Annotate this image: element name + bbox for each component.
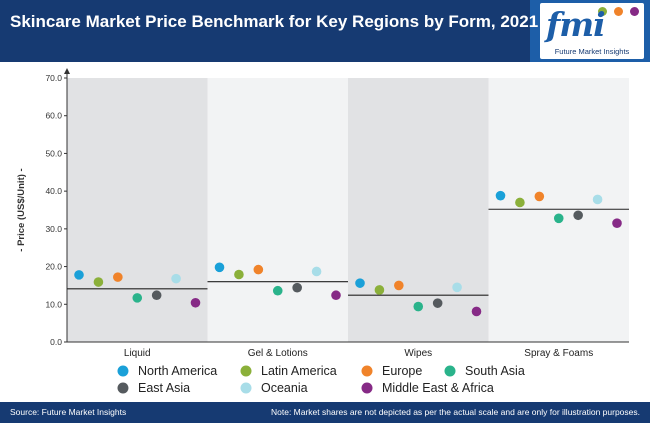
legend-label: South Asia [465, 364, 525, 378]
data-point [495, 190, 506, 201]
chart-title: Skincare Market Price Benchmark for Key … [10, 12, 539, 31]
legend-marker [240, 365, 252, 377]
data-point [292, 282, 302, 293]
legend-label: North America [138, 364, 217, 378]
note-text: Note: Market shares are not depicted as … [270, 407, 640, 417]
y-tick-label: 50.0 [45, 148, 62, 158]
data-point [113, 272, 123, 282]
logo-dot-icon [630, 7, 639, 16]
data-point [452, 282, 462, 293]
y-tick-label: 30.0 [45, 224, 62, 234]
legend-marker [117, 365, 129, 377]
x-category-label: Wipes [404, 348, 432, 359]
data-point [272, 285, 283, 296]
data-point [573, 210, 583, 221]
data-point [432, 298, 443, 308]
logo-text: Future Market Insights [554, 47, 630, 56]
fmi-logo: fmi Future Market Insights [540, 3, 644, 59]
x-category-label: Spray & Foams [524, 348, 593, 359]
x-category-label: Gel & Lotions [248, 348, 308, 359]
legend-marker [240, 382, 252, 394]
logo-dot-icon [614, 7, 623, 16]
data-point [374, 285, 385, 295]
data-point [413, 301, 424, 312]
data-point [214, 262, 225, 273]
category-band [348, 78, 489, 342]
data-point [553, 213, 564, 224]
data-point [471, 306, 482, 317]
legend-marker [117, 382, 129, 394]
y-tick-label: 10.0 [45, 299, 62, 309]
data-point [190, 297, 201, 308]
legend-label: Middle East & Africa [382, 381, 494, 395]
data-point [234, 269, 244, 280]
y-tick-label: 60.0 [45, 111, 62, 121]
logo-mark: fmi [546, 5, 606, 44]
data-point [171, 273, 181, 284]
data-point [355, 278, 365, 288]
legend-marker [361, 365, 373, 377]
legend-label: Oceania [261, 381, 308, 395]
price-benchmark-chart: 0.0 10.0 20.0 30.0 40.0 50.0 60.0 70.0 - Price (… [16, 68, 629, 395]
chart-area: 0.0 10.0 20.0 30.0 40.0 50.0 60.0 70.0 - Price (… [0, 62, 650, 402]
y-tick-label: 70.0 [45, 73, 62, 83]
footer-bar: Source: Future Market Insights Note: Mar… [0, 402, 650, 423]
category-band [207, 78, 348, 342]
data-point [74, 270, 84, 280]
data-point [132, 293, 143, 303]
x-category-label: Liquid [124, 348, 151, 359]
source-text: Source: Future Market Insights [10, 407, 127, 417]
data-point [612, 218, 622, 228]
legend-label: Latin America [261, 364, 337, 378]
logo-dot-icon [598, 7, 607, 16]
legend-marker [361, 382, 373, 394]
y-tick-label: 20.0 [45, 262, 62, 272]
legend-label: Europe [382, 364, 422, 378]
y-axis-arrow-icon [64, 68, 70, 74]
legend-label: East Asia [138, 381, 190, 395]
data-point [311, 266, 322, 277]
data-point [394, 280, 404, 291]
data-point [151, 290, 162, 301]
legend-marker [444, 365, 456, 377]
data-point [253, 264, 264, 275]
header-bar: Skincare Market Price Benchmark for Key … [0, 0, 650, 62]
data-point [592, 194, 603, 205]
y-tick-label: 0.0 [50, 337, 62, 347]
y-tick-label: 40.0 [45, 186, 62, 196]
data-point [93, 277, 104, 287]
y-axis-label: - Price (US$/Unit) - [16, 168, 27, 251]
data-point [534, 191, 545, 202]
category-band [488, 78, 629, 342]
data-point [515, 197, 525, 208]
data-point [331, 290, 341, 301]
